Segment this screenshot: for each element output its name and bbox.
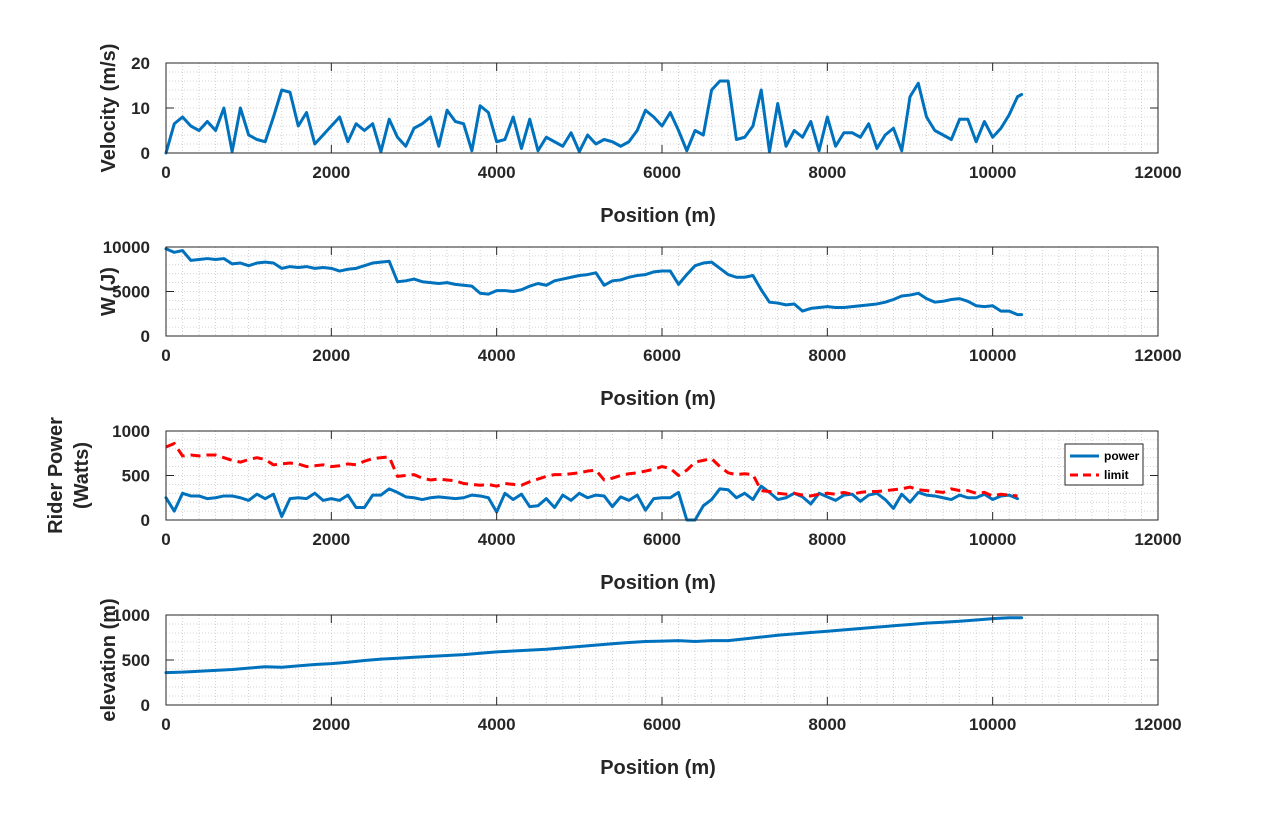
x-tick-label: 2000 bbox=[312, 530, 350, 549]
x-tick-label: 2000 bbox=[312, 346, 350, 365]
x-tick-label: 10000 bbox=[969, 163, 1016, 182]
y-axis-label-line: elevation (m) bbox=[98, 598, 120, 721]
x-tick-label: 10000 bbox=[969, 346, 1016, 365]
y-axis-label-line: Rider Power bbox=[45, 417, 67, 534]
y-axis-label-line: W (J) bbox=[98, 267, 120, 316]
chart-panel-2: 0 2000 4000 6000 8000 10000 12000 0 5000 10000 Pos… bbox=[98, 238, 1182, 410]
series-line-limit bbox=[165, 441, 1018, 498]
series-line-velocity bbox=[164, 79, 1024, 155]
series-line-power bbox=[164, 484, 1019, 522]
grid bbox=[166, 615, 1158, 705]
x-tick-label: 6000 bbox=[643, 346, 681, 365]
grid bbox=[166, 247, 1158, 336]
x-tick-label: 4000 bbox=[478, 715, 516, 734]
x-tick-label: 0 bbox=[161, 715, 170, 734]
x-tick-label: 4000 bbox=[478, 163, 516, 182]
y-tick-label: 1000 bbox=[112, 422, 150, 441]
series-line-W bbox=[164, 247, 1024, 317]
x-tick-label: 2000 bbox=[312, 163, 350, 182]
x-axis-label: Position (m) bbox=[600, 757, 716, 779]
x-tick-label: 12000 bbox=[1134, 715, 1181, 734]
legend-label-power: power bbox=[1104, 449, 1140, 463]
x-tick-label: 2000 bbox=[312, 715, 350, 734]
y-axis-label: elevation (m) bbox=[98, 598, 120, 721]
x-tick-label: 8000 bbox=[808, 346, 846, 365]
x-tick-label: 6000 bbox=[643, 715, 681, 734]
y-tick-label: 1000 bbox=[112, 606, 150, 625]
x-axis-label: Position (m) bbox=[600, 388, 716, 410]
y-tick-label: 0 bbox=[141, 696, 150, 715]
x-tick-label: 6000 bbox=[643, 163, 681, 182]
y-tick-label: 500 bbox=[122, 467, 150, 486]
chart-panel-1: 0 2000 4000 6000 8000 10000 12000 0 10 20 Position… bbox=[98, 44, 1182, 227]
y-axis-label: W (J) bbox=[98, 267, 120, 316]
legend: power limit bbox=[1064, 443, 1144, 486]
x-tick-label: 4000 bbox=[478, 346, 516, 365]
y-axis-label-line: Velocity (m/s) bbox=[98, 44, 120, 173]
series-line-elevation bbox=[164, 616, 1024, 675]
y-axis-label: Rider Power (Watts) bbox=[45, 417, 93, 534]
y-tick-label: 0 bbox=[141, 511, 150, 530]
x-tick-label: 8000 bbox=[808, 530, 846, 549]
x-tick-label: 6000 bbox=[643, 530, 681, 549]
x-tick-label: 8000 bbox=[808, 715, 846, 734]
y-axis-label: Velocity (m/s) bbox=[98, 44, 120, 173]
legend-box bbox=[1064, 443, 1144, 486]
y-tick-label: 10000 bbox=[103, 238, 150, 257]
x-tick-label: 8000 bbox=[808, 163, 846, 182]
y-tick-label: 0 bbox=[141, 327, 150, 346]
x-axis-label: Position (m) bbox=[600, 205, 716, 227]
y-axis-label-line: (Watts) bbox=[71, 442, 93, 509]
y-tick-label: 10 bbox=[131, 99, 150, 118]
x-tick-label: 4000 bbox=[478, 530, 516, 549]
x-tick-label: 10000 bbox=[969, 530, 1016, 549]
x-axis-label: Position (m) bbox=[600, 572, 716, 594]
x-tick-label: 10000 bbox=[969, 715, 1016, 734]
x-tick-label: 0 bbox=[161, 163, 170, 182]
y-tick-label: 20 bbox=[131, 54, 150, 73]
x-tick-label: 12000 bbox=[1134, 346, 1181, 365]
chart-panel-4: 0 2000 4000 6000 8000 10000 12000 0 500 1000 Posit… bbox=[98, 598, 1182, 779]
x-tick-label: 12000 bbox=[1134, 163, 1181, 182]
y-tick-label: 500 bbox=[122, 651, 150, 670]
x-tick-label: 12000 bbox=[1134, 530, 1181, 549]
chart-panel-3: 0 2000 4000 6000 8000 10000 12000 0 500 1000 Posit… bbox=[45, 417, 1182, 594]
x-tick-label: 0 bbox=[161, 346, 170, 365]
y-tick-label: 5000 bbox=[112, 283, 150, 302]
legend-label-limit: limit bbox=[1104, 468, 1129, 482]
x-tick-label: 0 bbox=[161, 530, 170, 549]
y-tick-label: 0 bbox=[141, 144, 150, 163]
